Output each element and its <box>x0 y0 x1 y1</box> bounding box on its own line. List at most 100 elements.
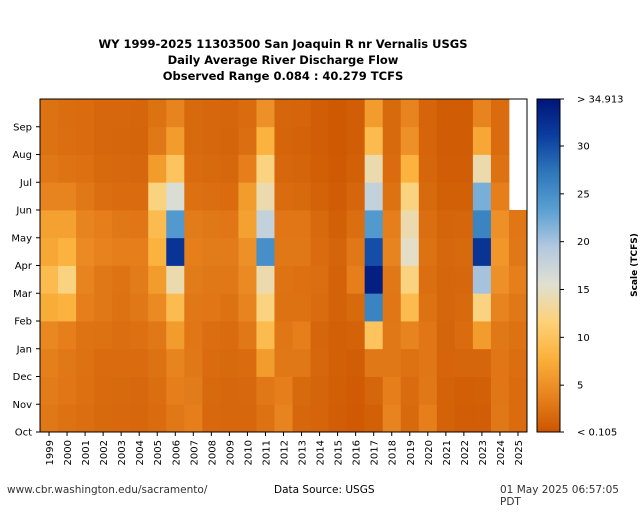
heat-cell-2024-Jul <box>490 154 510 183</box>
heat-cell-2002-Oct <box>94 404 113 433</box>
heat-cell-2019-Nov <box>400 376 420 405</box>
heat-cell-2008-Aug <box>202 126 221 155</box>
heat-cell-2001-Dec <box>76 348 95 377</box>
footer-url[interactable]: www.cbr.washington.edu/sacramento/ <box>7 484 208 496</box>
heat-cell-2003-Sep <box>112 99 131 128</box>
heat-cell-2010-Jun <box>238 182 257 211</box>
heat-cell-2000-Apr <box>58 237 77 266</box>
colorbar-30-label: 30 <box>577 142 590 153</box>
x-tick-label-2003: 2003 <box>117 440 128 465</box>
colorbar-label: Scale (TCFS) <box>630 233 640 297</box>
heat-cell-2012-May <box>274 210 293 239</box>
heat-cell-2023-Jan <box>472 321 492 350</box>
heat-cell-2009-Jun <box>220 182 239 211</box>
footer-timestamp: 01 May 2025 06:57:05 PDT <box>500 484 619 508</box>
heat-cell-2017-Mar <box>364 265 384 294</box>
x-tick-label-2006: 2006 <box>171 440 182 465</box>
heat-cell-2011-Aug <box>256 126 275 155</box>
heat-cell-2023-Feb <box>472 293 492 322</box>
heat-cell-2023-Nov <box>472 376 492 405</box>
heat-cell-2001-Jul <box>76 154 95 183</box>
heat-cell-2002-May <box>94 210 113 239</box>
heat-cell-2002-Apr <box>94 237 113 266</box>
heat-cell-1999-Mar <box>40 265 59 294</box>
heat-cell-2013-Jul <box>292 154 311 183</box>
heat-cell-2015-May <box>328 210 348 239</box>
heat-cell-2019-Jun <box>400 182 420 211</box>
heat-cell-2019-May <box>400 210 420 239</box>
x-tick-label-2025: 2025 <box>514 440 525 465</box>
heat-cell-2011-Feb <box>256 293 275 322</box>
heatmap-cells <box>40 99 528 433</box>
heat-cell-2003-Nov <box>112 376 131 405</box>
heat-cell-2021-Sep <box>436 99 456 128</box>
colorbar-25-label: 25 <box>577 189 590 200</box>
heat-cell-2004-Nov <box>130 376 149 405</box>
heat-cell-2001-Sep <box>76 99 95 128</box>
heat-cell-2004-Jun <box>130 182 149 211</box>
heat-cell-2002-Nov <box>94 376 113 405</box>
y-tick-label-Mar: Mar <box>13 289 33 300</box>
x-tick-label-2007: 2007 <box>189 440 200 465</box>
heat-cell-1999-May <box>40 210 59 239</box>
heat-cell-2023-Dec <box>472 348 492 377</box>
x-tick-label-2005: 2005 <box>153 440 164 465</box>
heat-cell-2007-Jun <box>184 182 203 211</box>
heat-cell-1999-Jun <box>40 182 59 211</box>
heat-cell-2018-Oct <box>382 404 402 433</box>
heat-cell-2004-Mar <box>130 265 149 294</box>
heat-cell-2009-Jul <box>220 154 239 183</box>
x-tick-label-2001: 2001 <box>81 440 92 465</box>
heat-cell-2001-Mar <box>76 265 95 294</box>
heat-cell-2011-Oct <box>256 404 275 433</box>
heat-cell-2017-Sep <box>364 99 384 128</box>
heat-cell-2008-Jun <box>202 182 221 211</box>
heat-cell-2005-Sep <box>148 99 167 128</box>
heat-cell-2020-May <box>418 210 438 239</box>
x-tick-label-2020: 2020 <box>424 440 435 465</box>
heat-cell-2011-Mar <box>256 265 275 294</box>
heat-cell-2020-Jul <box>418 154 438 183</box>
heat-cell-2016-Oct <box>346 404 366 433</box>
heat-cell-2022-Jul <box>454 154 474 183</box>
heat-cell-2024-Jan <box>490 321 510 350</box>
heat-cell-2012-Oct <box>274 404 293 433</box>
heat-cell-2005-Jan <box>148 321 167 350</box>
heat-cell-2019-Sep <box>400 99 420 128</box>
heat-cell-1999-Dec <box>40 348 59 377</box>
heat-cell-2009-Oct <box>220 404 239 433</box>
heat-cell-2014-Mar <box>310 265 329 294</box>
heat-cell-2022-Aug <box>454 126 474 155</box>
y-tick-label-Jul: Jul <box>19 178 32 189</box>
heat-cell-2012-Sep <box>274 99 293 128</box>
heat-cell-2015-Apr <box>328 237 348 266</box>
heat-cell-2012-Aug <box>274 126 293 155</box>
heat-cell-2007-Sep <box>184 99 203 128</box>
heat-cell-2025-Mar <box>508 265 528 294</box>
heat-cell-2010-Aug <box>238 126 257 155</box>
heat-cell-2006-Sep <box>166 99 185 128</box>
y-axis: Oct Nov Dec Jan Feb Mar Apr May Jun Jul Aug Sep <box>11 122 40 439</box>
heat-cell-2018-Jan <box>382 321 402 350</box>
y-tick-label-Feb: Feb <box>14 317 32 328</box>
heat-cell-2014-Oct <box>310 404 329 433</box>
heat-cell-2018-Dec <box>382 348 402 377</box>
colorbar-20-label: 20 <box>577 237 590 248</box>
y-tick-label-Dec: Dec <box>13 372 32 383</box>
heat-cell-2014-Apr <box>310 237 329 266</box>
heat-cell-2011-Jan <box>256 321 275 350</box>
heat-cell-2015-Oct <box>328 404 348 433</box>
heat-cell-2009-Sep <box>220 99 239 128</box>
heat-cell-2008-Jan <box>202 321 221 350</box>
heat-cell-2019-Oct <box>400 404 420 433</box>
heat-cell-2006-Jul <box>166 154 185 183</box>
heat-cell-2018-May <box>382 210 402 239</box>
heat-cell-2024-Oct <box>490 404 510 433</box>
heat-cell-2004-Jul <box>130 154 149 183</box>
x-tick-label-1999: 1999 <box>45 440 56 465</box>
y-tick-label-Aug: Aug <box>12 150 32 161</box>
heat-cell-2015-Aug <box>328 126 348 155</box>
heat-cell-2024-Mar <box>490 265 510 294</box>
heat-cell-2024-Jun <box>490 182 510 211</box>
heat-cell-2013-Feb <box>292 293 311 322</box>
